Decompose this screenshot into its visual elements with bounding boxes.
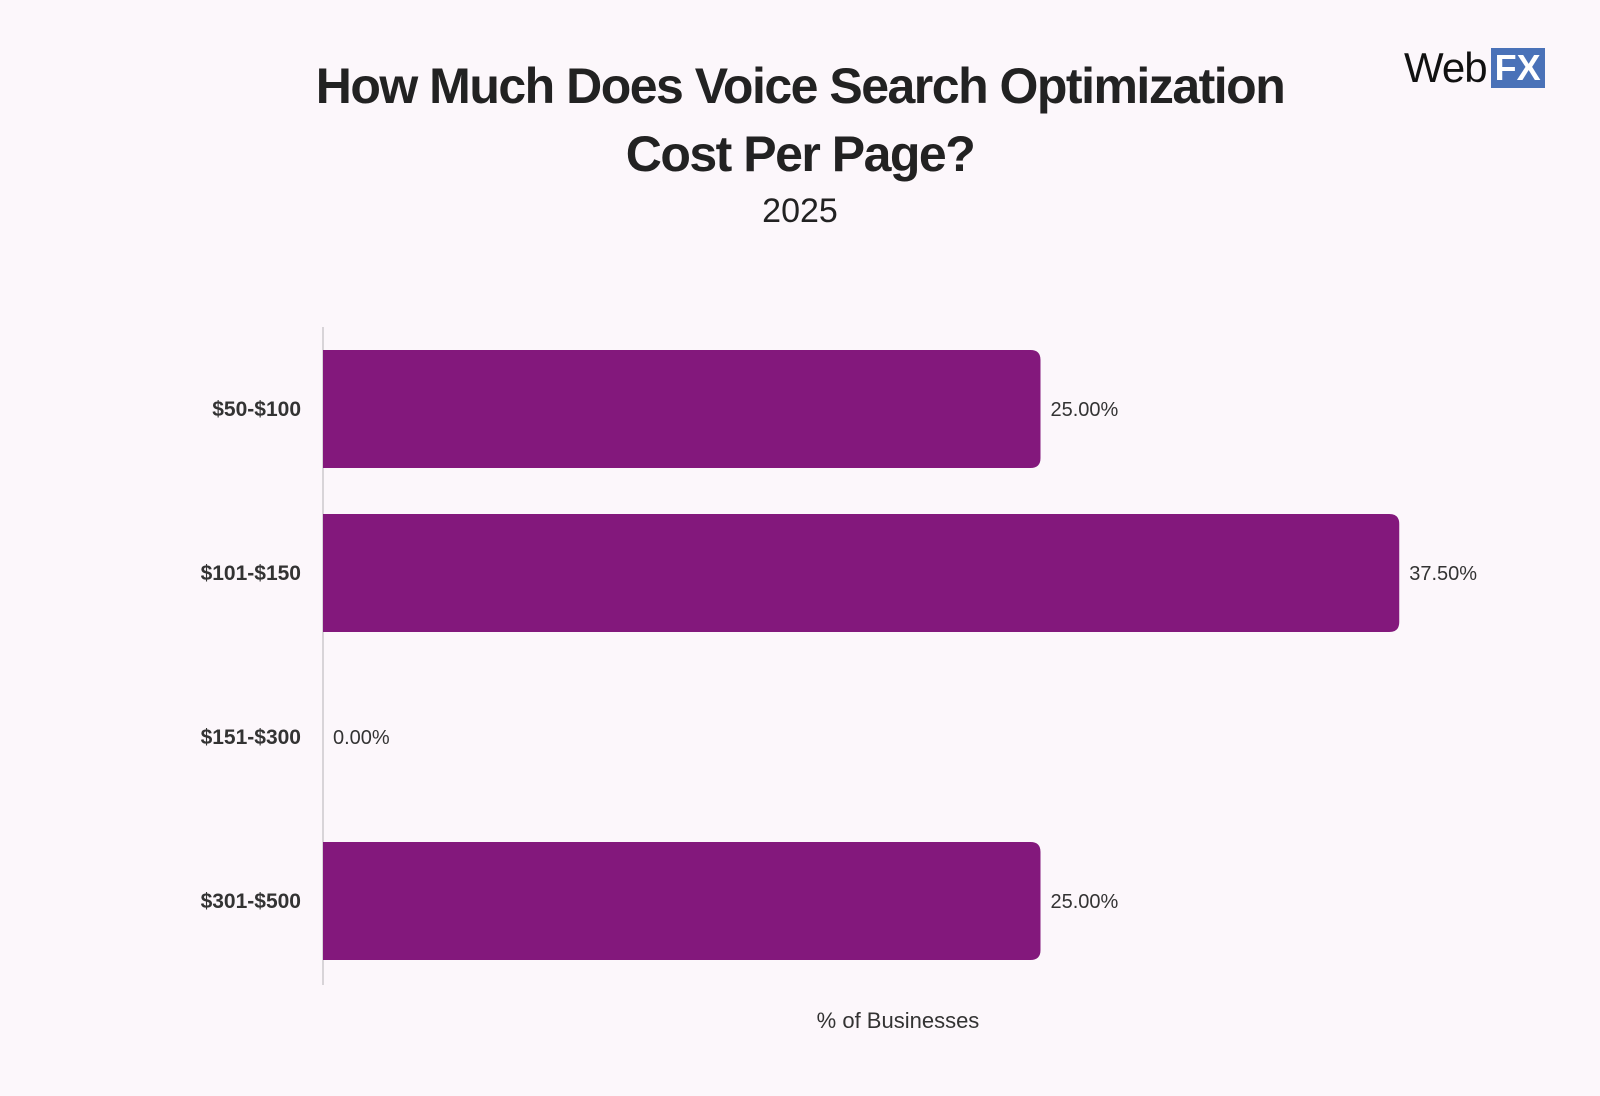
chart-title-line-1: How Much Does Voice Search Optimization [315, 58, 1286, 114]
y-tick-label: $301-$500 [201, 890, 301, 913]
y-tick-label: $50-$100 [212, 398, 301, 421]
chart-title: How Much Does Voice Search Optimization … [0, 52, 1600, 188]
bar-value-label: 25.00% [1051, 399, 1119, 421]
bar-value-label: 37.50% [1409, 563, 1477, 585]
bar-value-label: 25.00% [1051, 891, 1119, 913]
y-tick-label: $151-$300 [201, 726, 301, 749]
y-tick-label: $101-$150 [201, 562, 301, 585]
bar [323, 842, 1041, 960]
bar-value-label: 0.00% [333, 727, 390, 749]
bar [323, 350, 1041, 468]
x-axis-label: % of Businesses [816, 1008, 980, 1033]
logo-fx-text: FX [1490, 48, 1545, 88]
webfx-logo: Web FX [1404, 44, 1545, 91]
logo-web-text: Web [1404, 44, 1488, 91]
chart-subtitle: 2025 [762, 192, 838, 230]
chart-title-line-2: Cost Per Page? [625, 126, 976, 182]
bar [323, 514, 1400, 632]
